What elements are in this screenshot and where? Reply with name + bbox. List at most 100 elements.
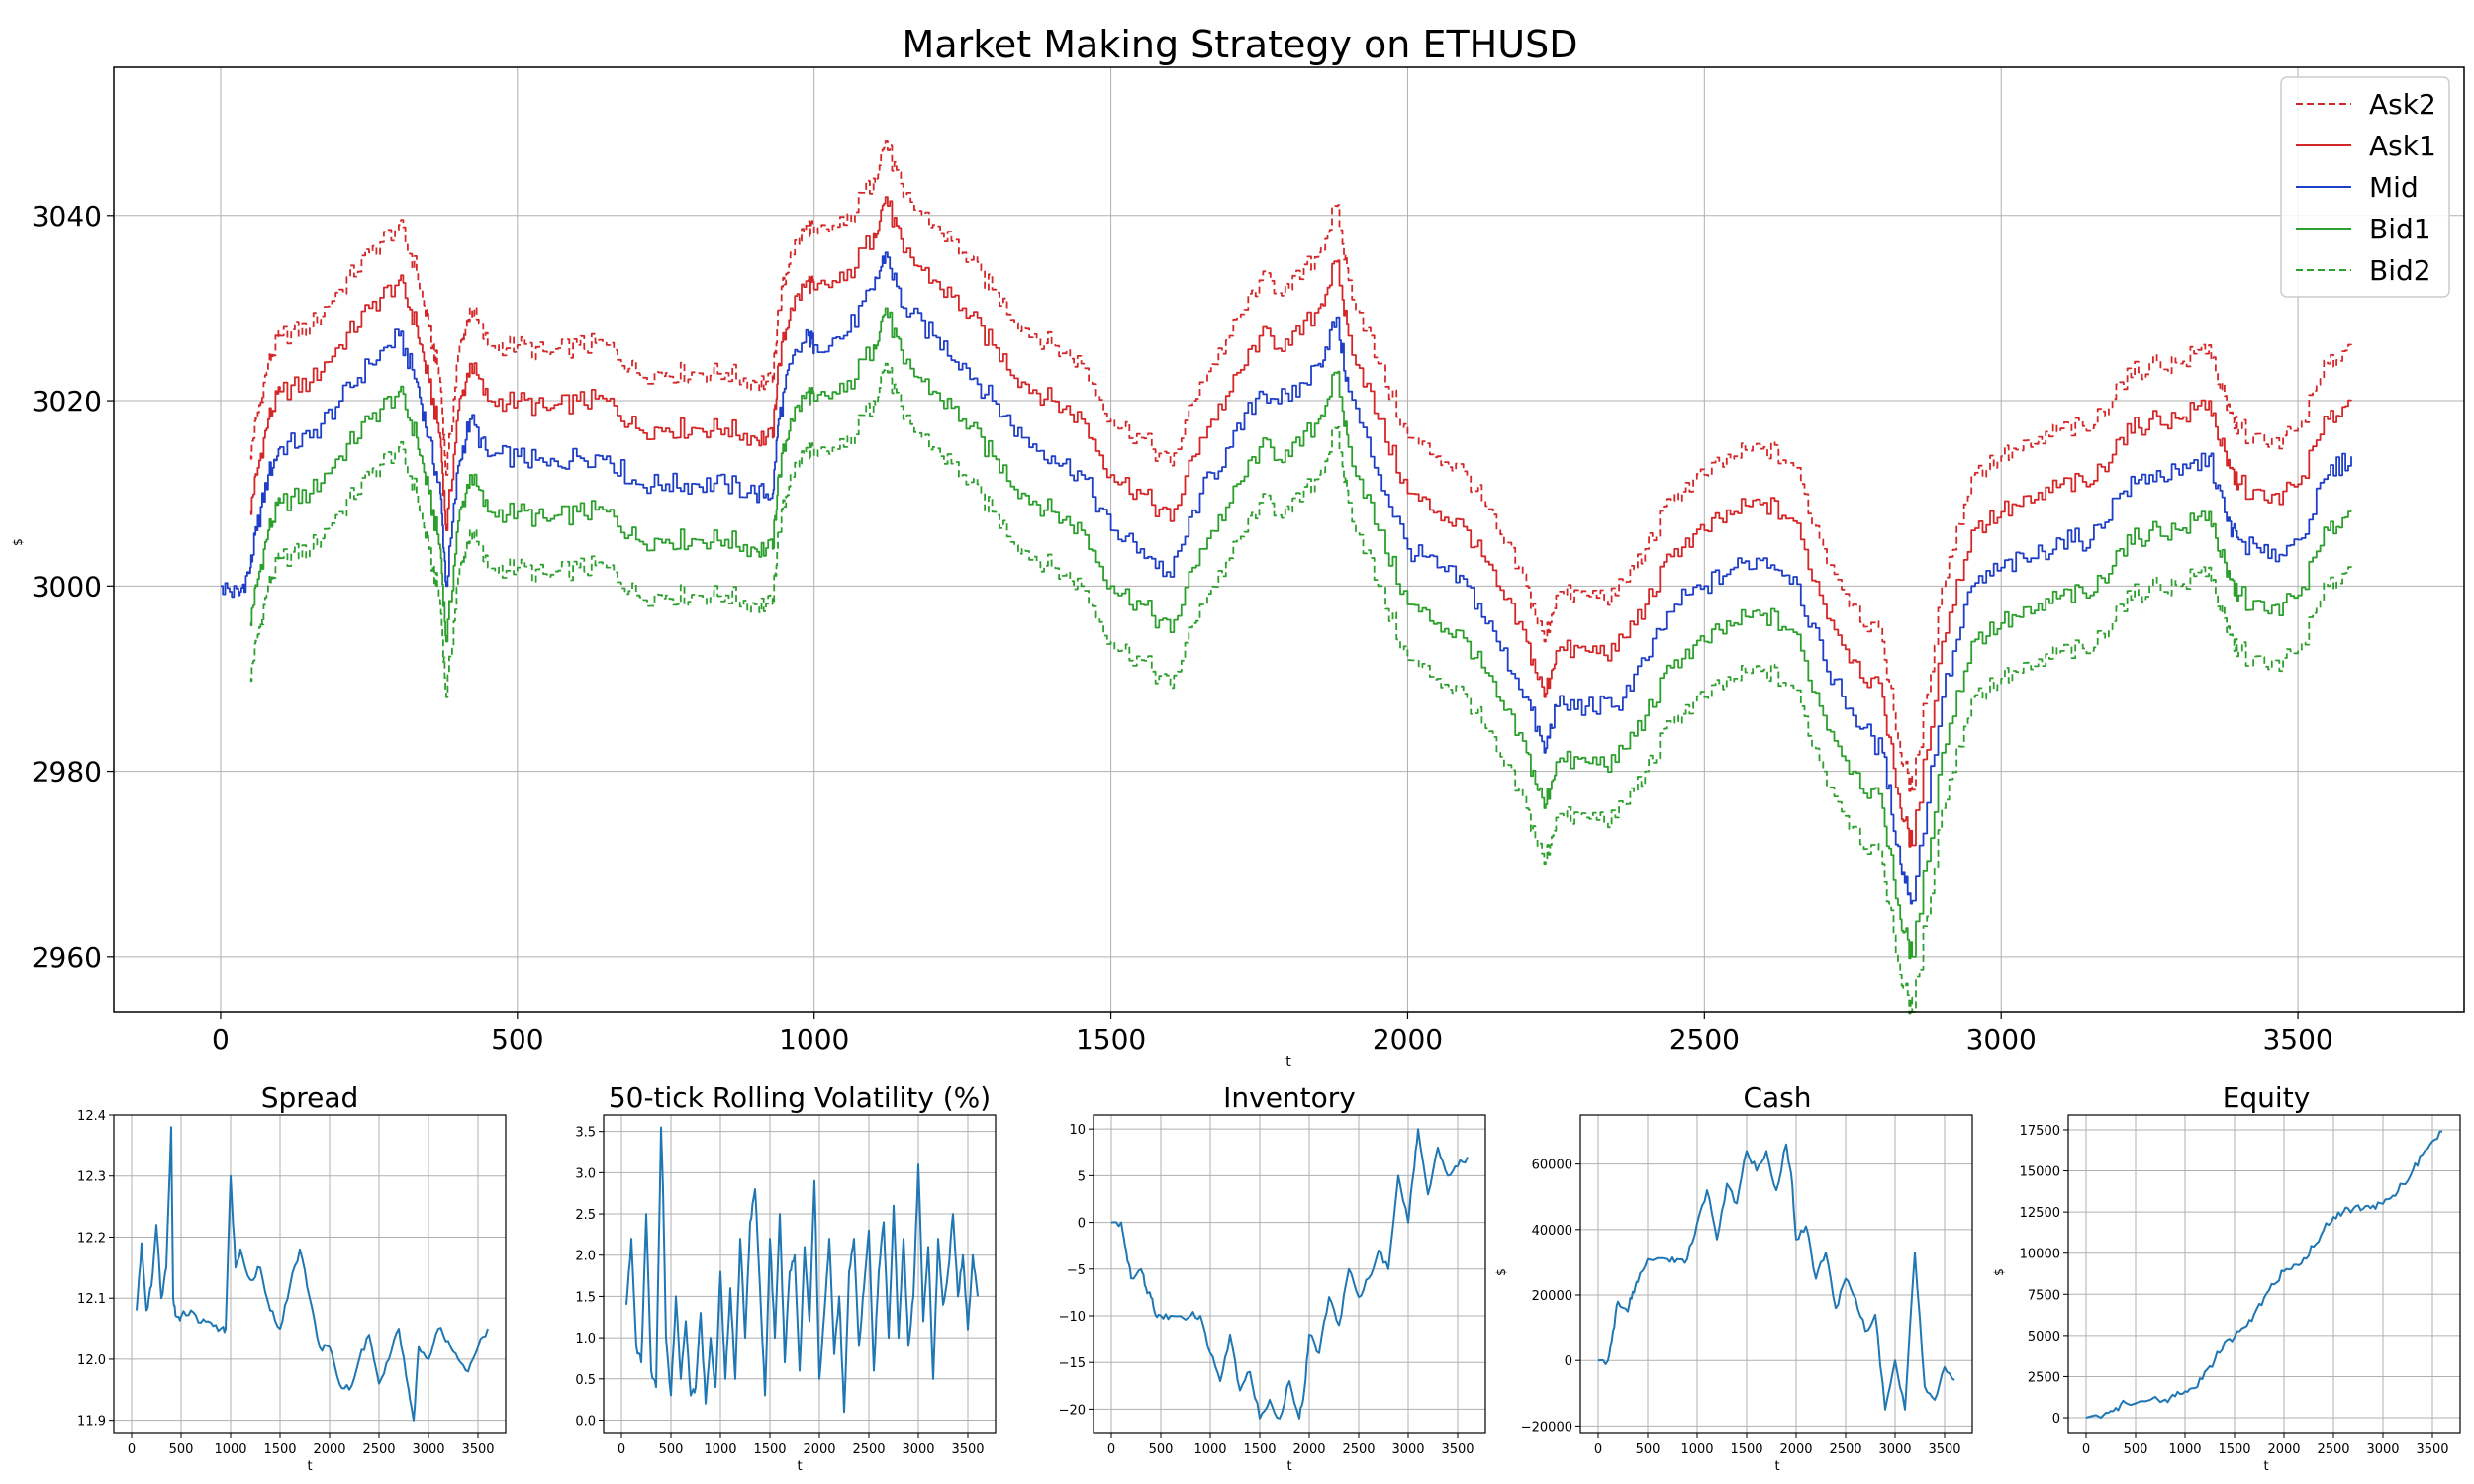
main-title: Market Making Strategy on ETHUSD [903,23,1578,66]
equity-y-tick-label: 2500 [2028,1370,2060,1385]
legend-label-mid: Mid [2369,171,2419,204]
inventory-x-tick-label: 3500 [1441,1442,1474,1457]
cash-x-tick-label: 2000 [1779,1442,1812,1457]
equity-y-tick-label: 10000 [2020,1248,2060,1262]
spread-y-tick-label: 12.1 [77,1292,106,1307]
series-line-bid2 [249,362,2352,1015]
equity-x-tick-label: 500 [2124,1442,2148,1457]
cash-x-tick-label: 500 [1636,1442,1661,1457]
volatility-x-tick-label: 1000 [704,1442,736,1457]
cash-y-tick-label: −20000 [1521,1420,1572,1435]
cash-y-tick-label: 0 [1565,1354,1572,1369]
inventory-title: Inventory [1223,1081,1356,1114]
cash-plot-frame [1579,1114,1973,1434]
inventory-y-tick-label: −10 [1059,1310,1086,1325]
inventory-y-tick-label: −5 [1067,1263,1086,1278]
legend-box [2280,76,2450,298]
spread-y-tick-label: 11.9 [77,1415,106,1430]
equity-x-axis-label: t [2263,1459,2268,1474]
spread-x-tick-label: 1000 [214,1442,246,1457]
equity-y-axis-label: $ [1992,1268,2006,1276]
equity-x-tick-label: 3000 [2366,1442,2399,1457]
equity-series-line [2085,1130,2442,1420]
main-y-tick-label: 3040 [32,200,102,232]
volatility-y-tick-label: 0.0 [575,1414,596,1429]
cash-x-tick-label: 0 [1594,1442,1602,1457]
spread-plot-frame [113,1114,507,1434]
equity-x-tick-label: 1500 [2218,1442,2250,1457]
main-grid [114,67,2464,1012]
series-line-ask1 [249,196,2352,848]
legend-label-ask2: Ask2 [2369,88,2436,121]
inventory-x-tick-label: 2000 [1292,1442,1325,1457]
equity-chart: Equity t $ 0 500 1000 1500 2000 2500 3000 3500 0… [1992,1081,2461,1474]
volatility-chart: 50-tick Rolling Volatility (%) t 0 500 100… [575,1081,997,1474]
spread-chart: Spread t 0 500 1000 1500 2000 2500 3000 3500 11.… [77,1081,507,1474]
cash-y-axis-label: $ [1494,1268,1508,1276]
cash-x-axis-label: t [1774,1459,1779,1474]
cash-y-tick-label: 20000 [1532,1289,1572,1304]
equity-x-tick-label: 2000 [2267,1442,2300,1457]
main-x-tick-label: 0 [212,1023,230,1056]
inventory-plot-frame [1093,1114,1486,1434]
equity-y-tick-label: 17500 [2020,1124,2060,1139]
main-x-ticks: 0 500 1000 1500 2000 2500 3000 3500 [212,1012,2333,1056]
equity-y-tick-label: 15000 [2020,1165,2060,1180]
cash-x-tick-label: 1000 [1680,1442,1713,1457]
volatility-y-tick-label: 0.5 [575,1373,596,1388]
inventory-chart: Inventory t 0 500 1000 1500 2000 2500 3000 3500… [1059,1081,1486,1474]
inventory-series-line [1110,1128,1469,1420]
main-legend: Ask2 Ask1 Mid Bid1 Bid2 [2280,76,2450,298]
volatility-x-tick-label: 1500 [753,1442,786,1457]
main-x-axis-label: t [1285,1054,1291,1069]
cash-y-tick-label: 40000 [1532,1224,1572,1239]
volatility-y-tick-label: 2.5 [575,1208,596,1223]
volatility-y-tick-label: 2.0 [575,1250,596,1264]
spread-y-tick-label: 12.0 [77,1353,106,1368]
spread-x-tick-label: 3000 [412,1442,444,1457]
volatility-x-tick-label: 3500 [951,1442,984,1457]
main-x-tick-label: 1500 [1076,1023,1146,1056]
main-y-tick-label: 2960 [32,941,102,974]
spread-x-tick-label: 500 [169,1442,194,1457]
equity-y-tick-label: 12500 [2020,1206,2060,1221]
main-y-tick-label: 2980 [32,756,102,788]
volatility-series-line [625,1126,979,1414]
spread-series-line [136,1126,489,1422]
spread-x-tick-label: 2500 [362,1442,395,1457]
main-y-ticks: 2960 2980 3000 3020 3040 [32,200,114,974]
main-x-tick-label: 500 [491,1023,543,1056]
equity-x-tick-label: 0 [2082,1442,2090,1457]
equity-x-tick-label: 1000 [2168,1442,2201,1457]
volatility-title: 50-tick Rolling Volatility (%) [609,1081,991,1114]
main-plot-frame [113,66,2465,1013]
main-series [221,140,2352,1015]
inventory-x-tick-label: 1500 [1243,1442,1276,1457]
equity-y-tick-label: 0 [2052,1412,2060,1427]
equity-x-tick-label: 3500 [2416,1442,2448,1457]
volatility-x-axis-label: t [797,1459,802,1474]
inventory-x-axis-label: t [1286,1459,1291,1474]
inventory-y-tick-label: −15 [1059,1356,1086,1371]
inventory-y-tick-label: 0 [1078,1217,1086,1232]
cash-title: Cash [1743,1081,1811,1114]
volatility-x-tick-label: 500 [659,1442,684,1457]
volatility-y-tick-label: 1.0 [575,1332,596,1346]
volatility-x-tick-label: 2500 [852,1442,885,1457]
spread-x-tick-label: 0 [128,1442,136,1457]
series-line-mid [221,251,2352,905]
cash-chart: Cash t $ 0 500 1000 1500 2000 2500 3000 3500 −20… [1494,1081,1973,1474]
spread-x-tick-label: 3500 [461,1442,494,1457]
spread-y-tick-label: 12.3 [77,1170,106,1185]
inventory-x-tick-label: 1000 [1193,1442,1226,1457]
spread-y-tick-label: 12.4 [77,1109,106,1124]
series-line-ask2 [249,140,2352,792]
volatility-x-tick-label: 0 [618,1442,625,1457]
main-x-tick-label: 2500 [1669,1023,1740,1056]
main-y-tick-label: 3020 [32,385,102,417]
volatility-y-tick-label: 3.0 [575,1166,596,1181]
volatility-y-tick-label: 1.5 [575,1290,596,1305]
spread-x-tick-label: 2000 [313,1442,345,1457]
spread-x-tick-label: 1500 [263,1442,296,1457]
